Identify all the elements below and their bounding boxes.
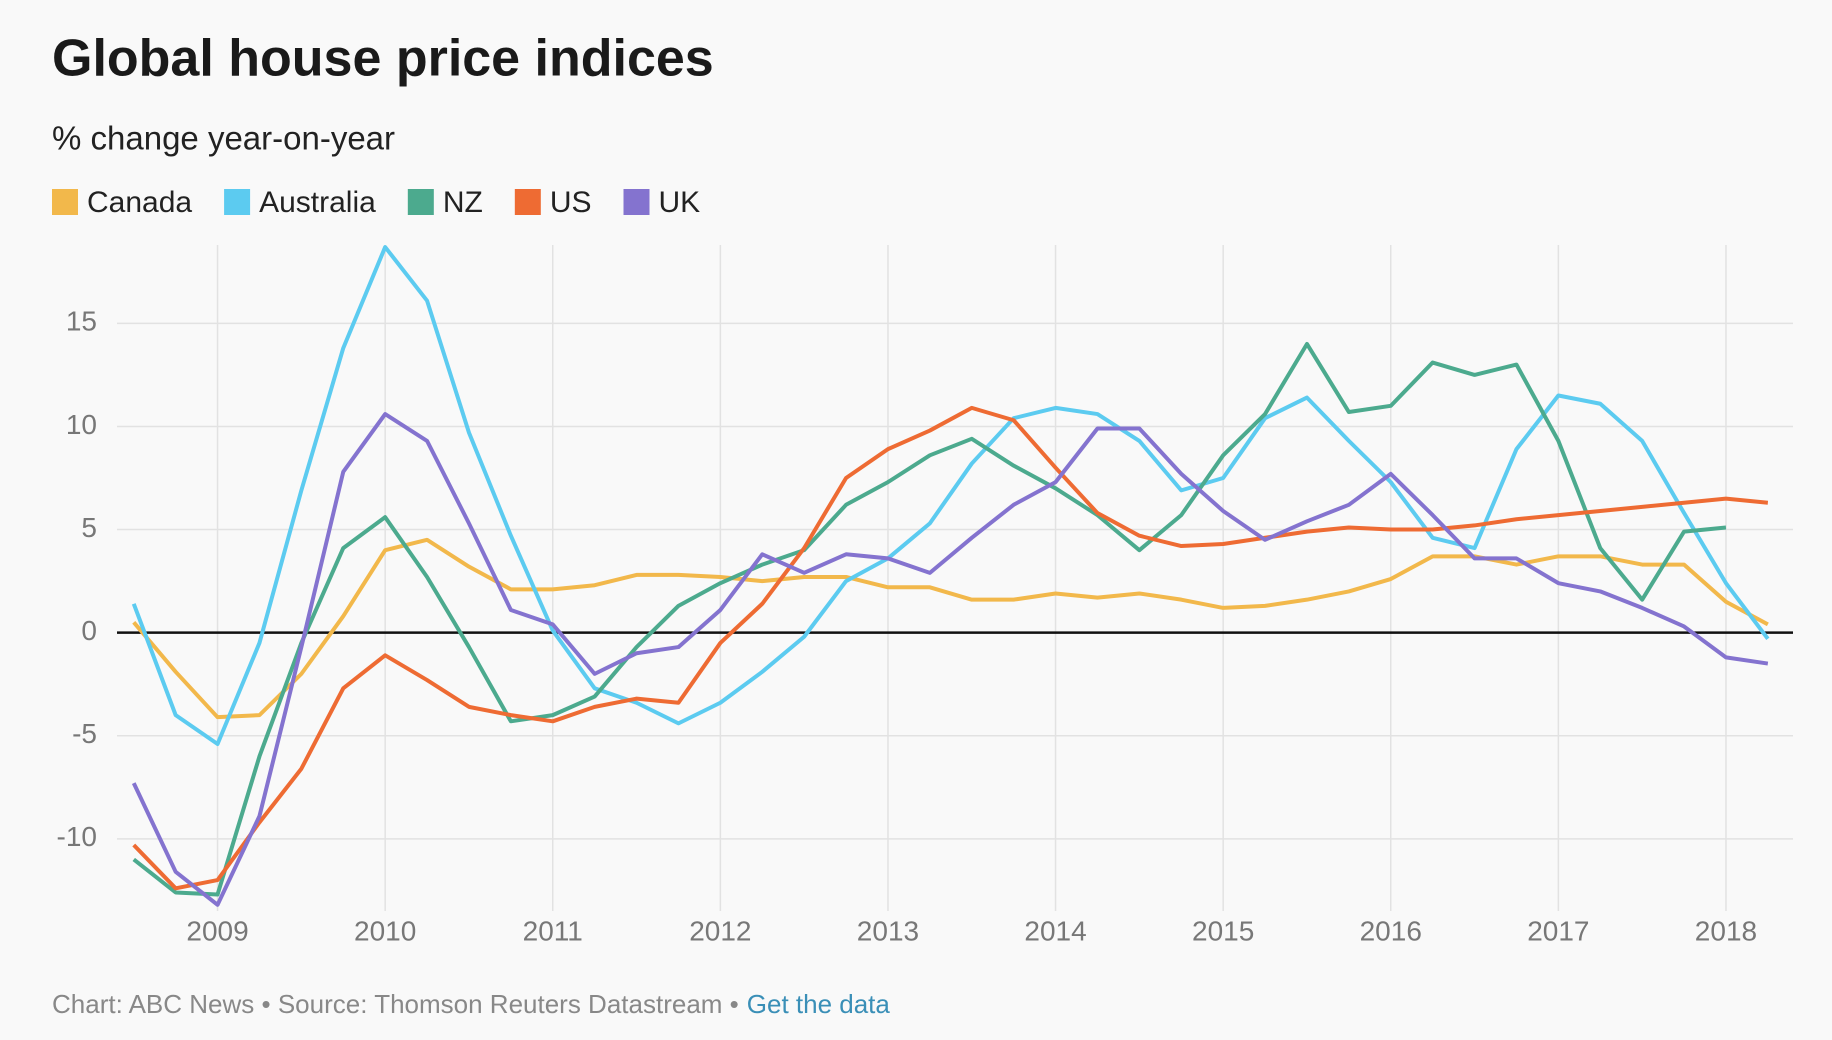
legend-label: Australia	[259, 186, 376, 219]
x-tick-label: 2013	[857, 915, 919, 946]
lines	[131, 245, 1770, 907]
y-tick-label: 10	[66, 409, 97, 440]
x-tick-label: 2009	[186, 915, 248, 946]
grid: 2009 2010 2011 2012 2013 2014 2015 2016 2017 2018…	[57, 245, 1793, 946]
source-note: Chart: ABC News • Source: Thomson Reuter…	[52, 989, 739, 1019]
legend-label: NZ	[443, 186, 483, 219]
legend: Canada Australia NZ US UK	[52, 186, 700, 219]
x-tick-label: 2010	[354, 915, 416, 946]
legend-label: Canada	[87, 186, 192, 219]
series-line	[131, 245, 1770, 746]
x-tick-label: 2015	[1192, 915, 1254, 946]
x-tick-label: 2012	[689, 915, 751, 946]
x-tick-label: 2018	[1695, 915, 1757, 946]
y-tick-label: 15	[66, 306, 97, 337]
x-tick-label: 2014	[1024, 915, 1086, 946]
series-line	[132, 537, 1769, 720]
legend-label: US	[550, 186, 592, 219]
x-tick-label: 2017	[1527, 915, 1589, 946]
series-line	[132, 341, 1727, 897]
legend-swatch	[407, 189, 434, 215]
x-tick-label: 2016	[1360, 915, 1422, 946]
legend-swatch	[52, 189, 78, 215]
chart-title: Global house price indices	[52, 30, 714, 88]
legend-label: UK	[659, 186, 701, 219]
series-line	[131, 412, 1769, 907]
series-line	[132, 405, 1769, 891]
legend-swatch	[623, 189, 650, 215]
chart-subtitle: % change year-on-year	[52, 120, 395, 157]
y-tick-label: -5	[72, 718, 97, 749]
legend-swatch	[224, 189, 251, 215]
y-tick-label: 0	[81, 615, 97, 646]
legend-swatch	[514, 189, 541, 215]
y-tick-label: 5	[81, 512, 97, 543]
x-tick-label: 2011	[523, 915, 583, 946]
y-tick-label: -10	[57, 821, 97, 852]
data-link[interactable]: Get the data	[747, 989, 891, 1019]
